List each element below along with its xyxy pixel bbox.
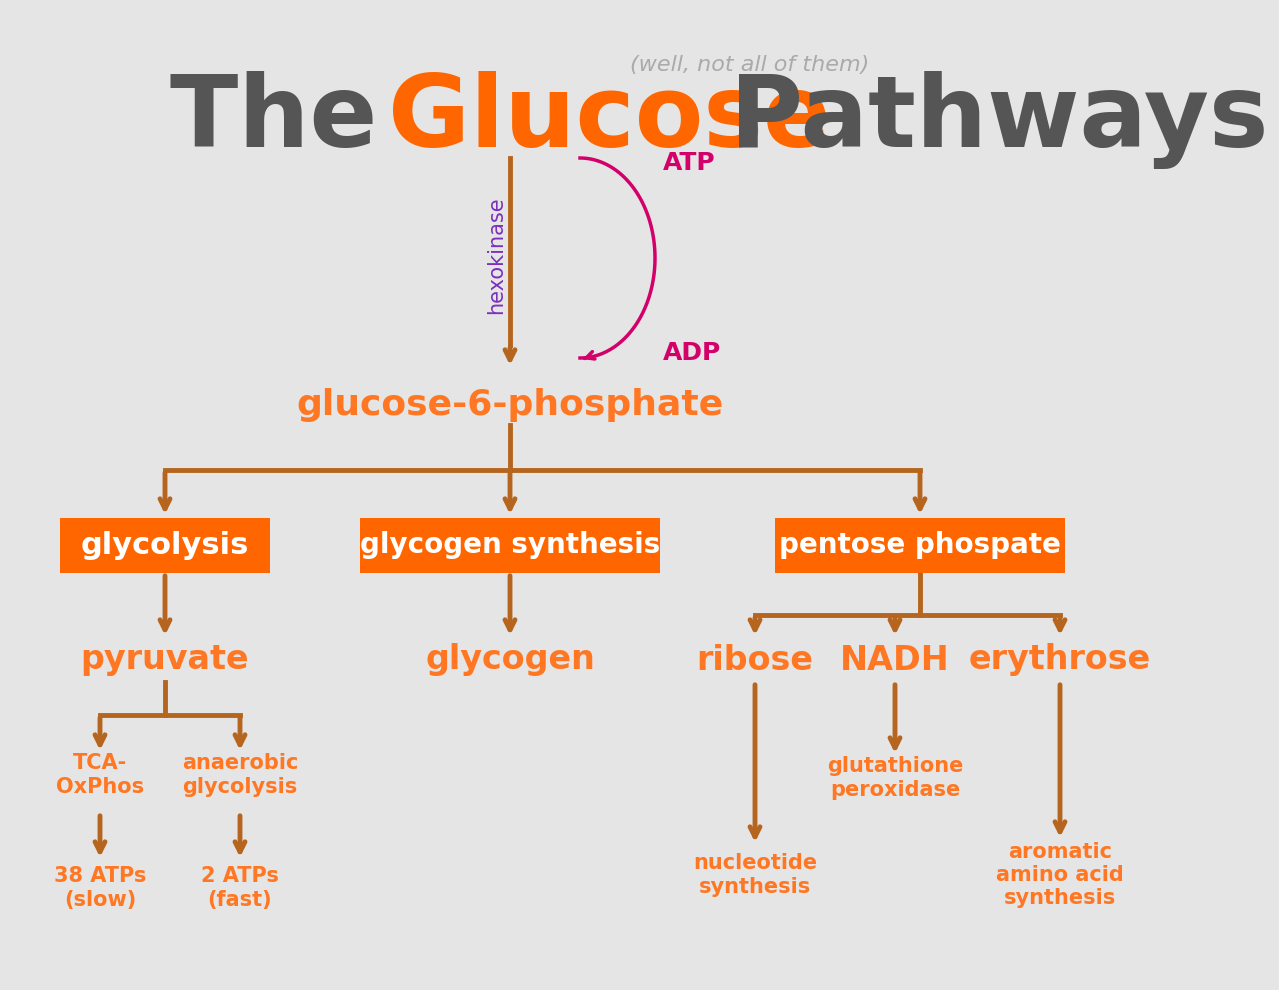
- Text: erythrose: erythrose: [969, 644, 1151, 676]
- Text: (well, not all of them): (well, not all of them): [631, 55, 870, 75]
- Text: glycolysis: glycolysis: [81, 531, 249, 559]
- Text: aromatic
amino acid
synthesis: aromatic amino acid synthesis: [996, 842, 1124, 908]
- FancyBboxPatch shape: [359, 518, 660, 572]
- Text: glycogen: glycogen: [425, 644, 595, 676]
- Text: NADH: NADH: [840, 644, 950, 676]
- Text: ribose: ribose: [697, 644, 813, 676]
- Text: pentose phospate: pentose phospate: [779, 531, 1062, 559]
- Text: glycogen synthesis: glycogen synthesis: [359, 531, 660, 559]
- Text: glucose-6-phosphate: glucose-6-phosphate: [297, 388, 724, 422]
- Text: The: The: [170, 71, 412, 168]
- Text: ATP: ATP: [663, 151, 716, 175]
- Text: ADP: ADP: [663, 341, 721, 365]
- Text: glutathione
peroxidase: glutathione peroxidase: [826, 756, 963, 800]
- FancyBboxPatch shape: [60, 518, 270, 572]
- Text: Glucose: Glucose: [388, 71, 831, 168]
- Text: 38 ATPs
(slow): 38 ATPs (slow): [54, 866, 146, 910]
- Text: 2 ATPs
(fast): 2 ATPs (fast): [201, 866, 279, 910]
- FancyBboxPatch shape: [775, 518, 1065, 572]
- Text: pyruvate: pyruvate: [81, 644, 249, 676]
- Text: anaerobic
glycolysis: anaerobic glycolysis: [182, 753, 298, 797]
- Text: hexokinase: hexokinase: [486, 196, 506, 314]
- Text: Pathways: Pathways: [694, 71, 1269, 169]
- Text: TCA-
OxPhos: TCA- OxPhos: [56, 753, 145, 797]
- Text: nucleotide
synthesis: nucleotide synthesis: [693, 853, 817, 897]
